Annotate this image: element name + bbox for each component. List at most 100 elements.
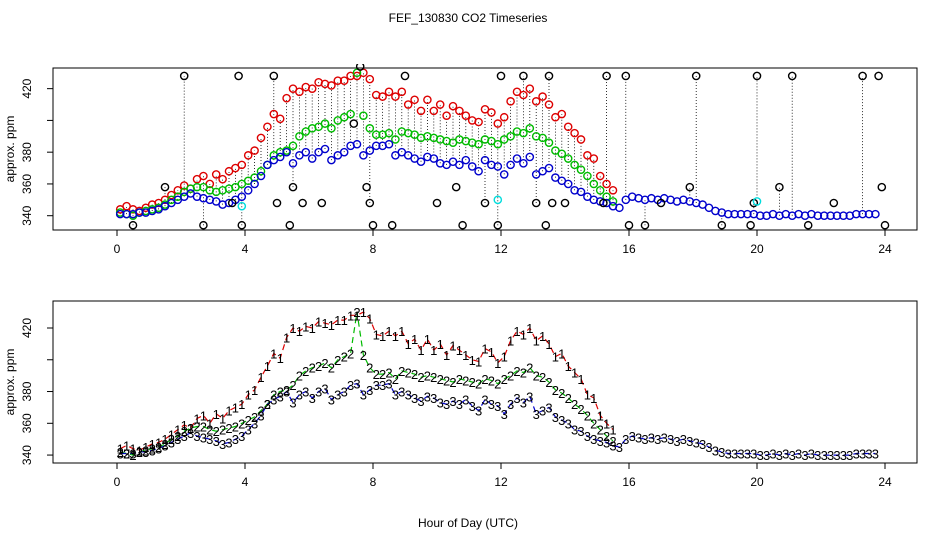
s3-marker: 3 (379, 378, 386, 393)
s1-marker: 1 (392, 329, 399, 344)
s3-marker: 3 (238, 429, 245, 444)
s3-marker: 3 (603, 435, 610, 450)
s3-marker: 3 (577, 424, 584, 439)
s3-marker: 3 (168, 435, 175, 450)
s2-marker: 2 (328, 361, 335, 376)
top-plot-frame (52, 67, 918, 231)
s2-point (563, 154, 573, 163)
s3-marker: 3 (392, 388, 399, 403)
s3-point (352, 139, 362, 149)
chart-title: FEF_130830 CO2 Timeseries (389, 11, 548, 25)
s1-marker: 1 (565, 359, 572, 374)
s3-point (864, 209, 874, 219)
s1-marker: 1 (270, 346, 277, 361)
s1-point (563, 122, 573, 132)
s4-point (237, 220, 247, 230)
top-x-tick-label: 16 (622, 242, 636, 256)
s2-marker: 2 (571, 397, 578, 412)
s4-point (560, 198, 570, 208)
s3-marker: 3 (821, 448, 828, 463)
s1-marker: 1 (289, 321, 296, 336)
s4-point (519, 71, 528, 81)
s3-marker: 3 (136, 445, 143, 460)
s1-point (275, 114, 285, 124)
s2-marker: 2 (405, 365, 412, 380)
s2-marker: 2 (481, 372, 488, 387)
s3-marker: 3 (545, 400, 552, 415)
s3-marker: 3 (520, 396, 527, 411)
s1-marker: 1 (302, 319, 309, 334)
s4-point (685, 182, 695, 192)
s2-point (192, 182, 202, 192)
s3-point (467, 162, 477, 171)
s2-marker: 2 (161, 437, 168, 452)
s1-marker: 1 (219, 412, 226, 427)
s1-marker: 1 (443, 348, 450, 363)
s3-marker: 3 (539, 404, 546, 419)
s1-marker: 1 (193, 412, 200, 427)
s1-marker: 1 (552, 350, 559, 365)
s1-point (506, 97, 515, 106)
s1-marker: 1 (373, 327, 380, 342)
s2-marker: 2 (411, 367, 418, 382)
s3-marker: 3 (481, 392, 488, 407)
s1-point (250, 146, 259, 155)
s2-marker: 2 (558, 386, 565, 401)
s3-point (135, 208, 144, 217)
s1-marker: 1 (168, 427, 175, 442)
s2-marker: 2 (245, 413, 252, 428)
s3-point (429, 154, 439, 163)
s1-marker: 1 (430, 343, 437, 358)
s1-marker: 1 (136, 443, 143, 458)
s3-marker: 3 (712, 443, 719, 458)
s1-point (339, 76, 349, 86)
s4-point (858, 71, 867, 81)
bottom-y-tick-label: 380 (20, 381, 34, 401)
s4-point (160, 182, 170, 192)
s3-marker: 3 (193, 429, 200, 444)
s3-marker: 3 (302, 385, 309, 400)
s1-point (199, 171, 208, 181)
bottom-x-tick-label: 20 (750, 475, 764, 489)
s3-point (115, 209, 125, 219)
s2-point (295, 131, 304, 141)
s1-marker: 1 (609, 423, 616, 438)
s2-marker: 2 (123, 446, 130, 461)
s1-marker: 1 (545, 337, 552, 352)
s3-marker: 3 (225, 435, 232, 450)
s2-marker: 2 (270, 388, 277, 403)
s2-marker: 2 (462, 373, 469, 388)
s1-marker: 1 (264, 359, 271, 374)
s3-marker: 3 (737, 446, 744, 461)
s1-marker: 1 (405, 337, 412, 352)
s5-point (237, 201, 247, 211)
s1-point (455, 106, 464, 116)
s3-point (723, 209, 733, 219)
s2-marker: 2 (385, 365, 392, 380)
s3-marker: 3 (270, 392, 277, 407)
s4-point (179, 71, 189, 81)
s1-point (218, 174, 227, 184)
s5-point (752, 197, 762, 206)
s4-point (541, 220, 551, 230)
s3-marker: 3 (347, 378, 354, 393)
s2-marker: 2 (277, 385, 284, 400)
s1-point (211, 170, 221, 179)
s3-marker: 3 (469, 399, 476, 414)
s3-marker: 3 (661, 431, 668, 446)
s3-marker: 3 (501, 407, 508, 422)
s4-point (234, 71, 243, 81)
s3-marker: 3 (571, 423, 578, 438)
s1-marker: 1 (161, 432, 168, 447)
s2-marker: 2 (430, 370, 437, 385)
s1-point (531, 97, 541, 106)
s1-point (256, 133, 266, 143)
s4-point (199, 220, 208, 230)
s1-point (327, 81, 336, 90)
s3-point (237, 192, 247, 201)
s3-marker: 3 (718, 445, 725, 460)
s1-point (595, 171, 605, 181)
s4-point (544, 71, 554, 81)
